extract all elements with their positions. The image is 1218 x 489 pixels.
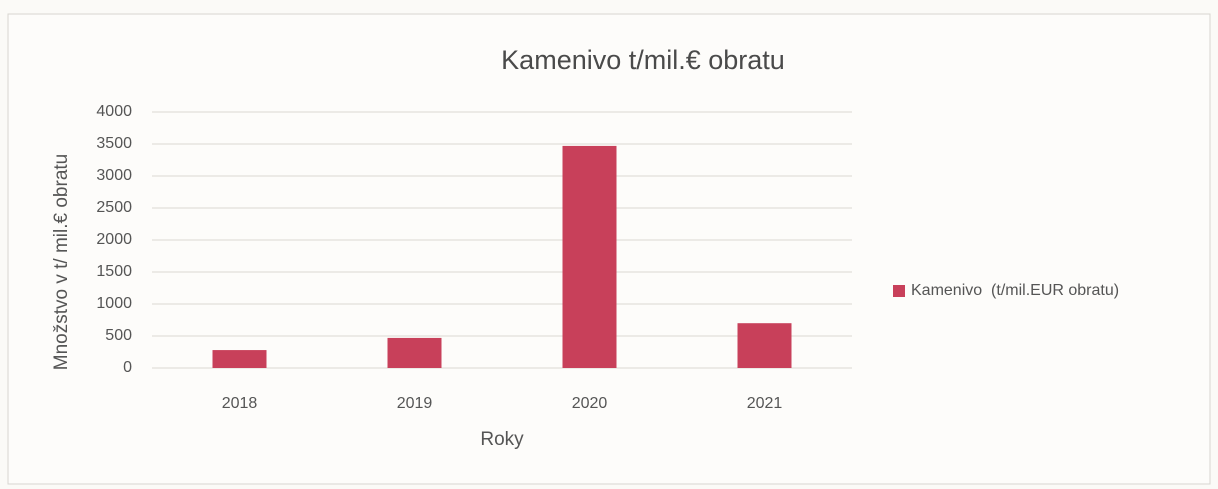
x-axis-title: Roky	[480, 429, 524, 450]
y-tick-label: 1000	[96, 295, 132, 312]
legend-swatch	[893, 285, 905, 297]
y-axis-title: Množstvo v t/ mil.€ obratu	[51, 154, 72, 370]
y-tick-label: 1500	[96, 263, 132, 280]
bar	[737, 323, 792, 368]
x-tick-label: 2021	[747, 395, 783, 412]
chart-title: Kamenivo t/mil.€ obratu	[501, 45, 785, 75]
x-tick-label: 2018	[222, 395, 258, 412]
legend-label: Kamenivo (t/mil.EUR obratu)	[911, 282, 1119, 299]
bar	[562, 145, 617, 368]
bar	[387, 337, 442, 368]
y-tick-label: 4000	[96, 103, 132, 120]
y-tick-label: 2000	[96, 231, 132, 248]
y-tick-label: 2500	[96, 199, 132, 216]
y-tick-label: 3500	[96, 135, 132, 152]
x-tick-label: 2020	[572, 395, 608, 412]
bar	[212, 350, 267, 368]
y-tick-label: 3000	[96, 167, 132, 184]
y-tick-label: 0	[123, 359, 132, 376]
x-tick-label: 2019	[397, 395, 433, 412]
y-tick-label: 500	[105, 327, 132, 344]
